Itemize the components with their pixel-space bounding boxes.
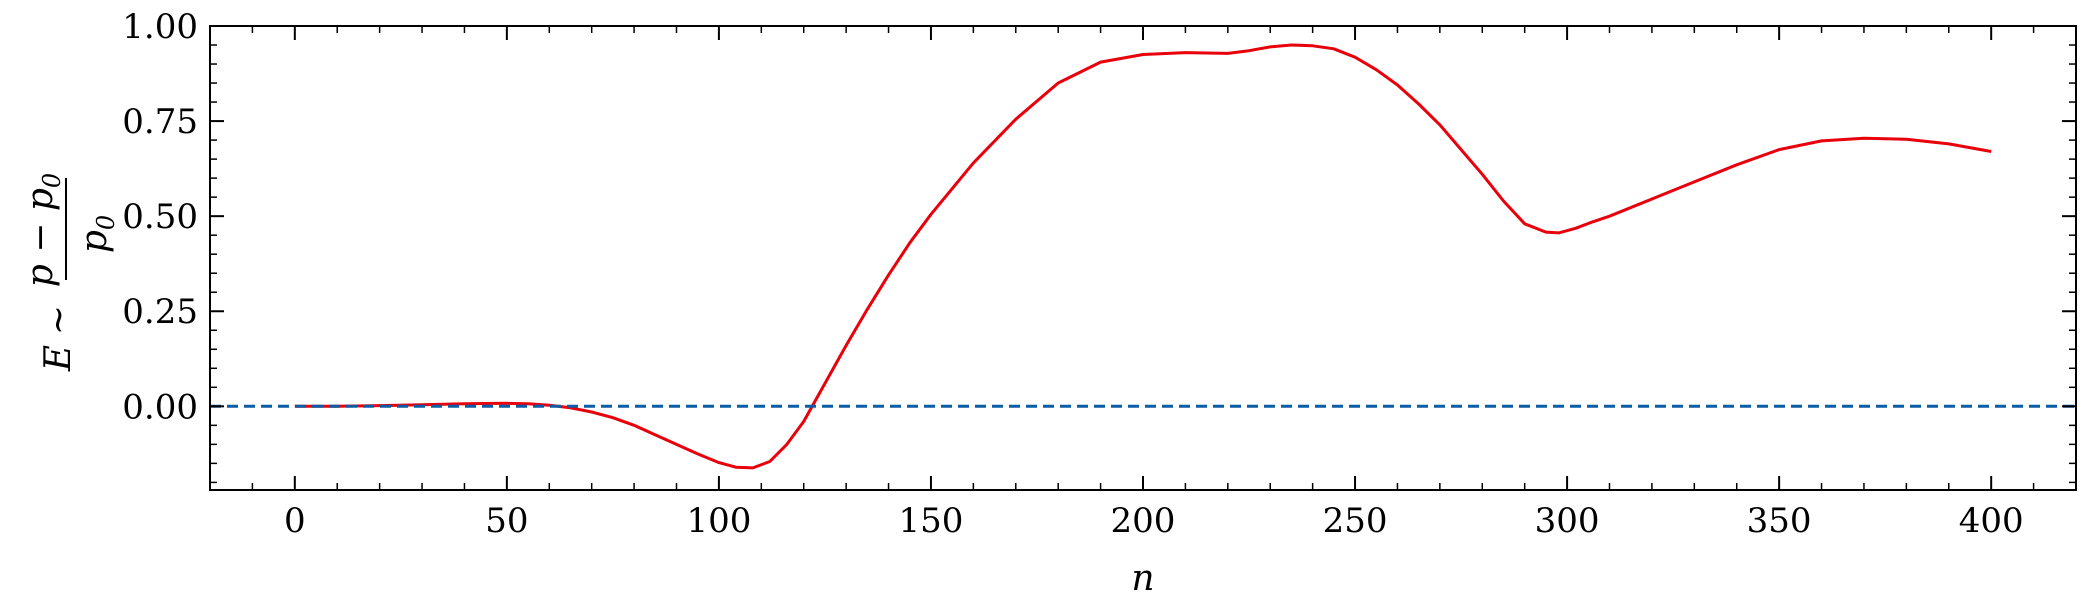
x-tick-label: 200 — [1111, 501, 1176, 541]
y-tick-label: 1.00 — [122, 7, 198, 47]
y-tick-labels: 0.00 0.25 0.50 0.75 1.00 — [122, 7, 198, 427]
series-group — [210, 43, 2076, 470]
x-axis-label: n — [1131, 558, 1154, 599]
y-axis-label-denominator: p0 — [74, 215, 120, 253]
y-tick-label: 0.75 — [122, 102, 198, 142]
x-tick-label: 0 — [284, 501, 306, 541]
x-tick-labels: 0 50 100 150 200 250 300 350 400 — [284, 501, 2024, 541]
y-tick-label: 0.25 — [122, 292, 198, 332]
y-axis-label-numerator: p − p0 — [20, 173, 66, 287]
y-axis-label-prefix: E — [38, 345, 79, 372]
x-tick-label: 150 — [899, 501, 964, 541]
series-line-0 — [294, 43, 1992, 470]
x-tick-label: 350 — [1747, 501, 1812, 541]
y-axis-label-fraction: p − p0 p0 — [20, 173, 120, 287]
y-tick-label: 0.50 — [122, 197, 198, 237]
x-tick-label: 250 — [1323, 501, 1388, 541]
y-axis-label: E ∼ p − p0 p0 — [20, 173, 120, 372]
y-axis-label-relation: ∼ — [38, 305, 79, 335]
y-tick-label: 0.00 — [122, 387, 198, 427]
plot-frame — [209, 25, 2077, 491]
x-tick-label: 300 — [1535, 501, 1600, 541]
tick-group — [210, 25, 2077, 490]
x-tick-label: 50 — [485, 501, 528, 541]
plot-area — [209, 25, 2077, 491]
x-tick-label: 400 — [1959, 501, 2024, 541]
x-tick-label: 100 — [686, 501, 751, 541]
